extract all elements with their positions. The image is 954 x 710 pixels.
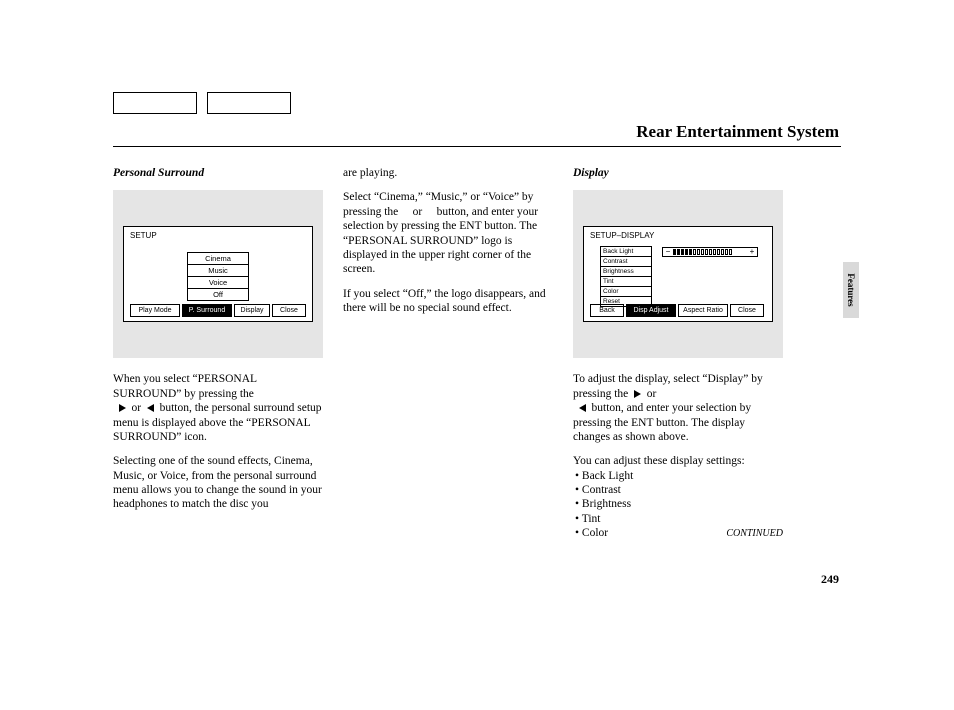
ps-tab: Display: [234, 304, 270, 317]
slider-track: [673, 249, 747, 255]
setting-item: Brightness: [575, 497, 783, 511]
header-box-1: [113, 92, 197, 114]
page-title: Rear Entertainment System: [636, 122, 839, 142]
ps-tab-selected: P. Surround: [182, 304, 232, 317]
disp-tab: Back: [590, 304, 624, 317]
ps-tab-row: Play Mode P. Surround Display Close: [130, 304, 306, 317]
triangle-right-icon: [119, 404, 126, 412]
col2-p3: If you select “Off,” the logo disappears…: [343, 287, 553, 316]
slider-segment: [689, 249, 692, 255]
column-2: are playing. Select “Cinema,” “Music,” o…: [343, 166, 553, 541]
side-tab-label: Features: [846, 273, 856, 306]
col2-p1: are playing.: [343, 166, 553, 180]
screen-label: SETUP–DISPLAY: [590, 231, 654, 241]
column-3: Display SETUP–DISPLAY Back Light Contras…: [573, 166, 783, 541]
title-rule: [113, 146, 841, 147]
page-number: 249: [821, 572, 839, 587]
col3-p2: You can adjust these display settings:: [573, 454, 783, 468]
slider: − +: [662, 247, 758, 257]
slider-segment: [721, 249, 724, 255]
disp-tab-selected: Disp Adjust: [626, 304, 676, 317]
slider-segment: [673, 249, 676, 255]
slider-segment: [709, 249, 712, 255]
personal-surround-screen-panel: SETUP Cinema Music Voice Off Play Mode P…: [113, 190, 323, 358]
slider-segment: [725, 249, 728, 255]
setting-item: Contrast: [575, 483, 783, 497]
col3-heading: Display: [573, 166, 783, 180]
ps-menu-item: Off: [187, 288, 249, 301]
col1-heading: Personal Surround: [113, 166, 323, 180]
slider-segment: [705, 249, 708, 255]
personal-surround-screen: SETUP Cinema Music Voice Off Play Mode P…: [123, 226, 313, 322]
display-screen-panel: SETUP–DISPLAY Back Light Contrast Bright…: [573, 190, 783, 358]
disp-tab: Close: [730, 304, 764, 317]
display-screen: SETUP–DISPLAY Back Light Contrast Bright…: [583, 226, 773, 322]
triangle-left-icon: [147, 404, 154, 412]
content-columns: Personal Surround SETUP Cinema Music Voi…: [113, 166, 853, 541]
col2-p2: Select “Cinema,” “Music,” or “Voice” by …: [343, 190, 553, 276]
slider-segment: [677, 249, 680, 255]
header-box-2: [207, 92, 291, 114]
slider-plus: +: [747, 247, 757, 257]
disp-tab-row: Back Disp Adjust Aspect Ratio Close: [590, 304, 766, 317]
slider-minus: −: [663, 247, 673, 257]
setting-item: Tint: [575, 512, 783, 526]
slider-segment: [697, 249, 700, 255]
col3-p1: To adjust the display, select “Display” …: [573, 372, 783, 444]
slider-segment: [717, 249, 720, 255]
screen-label: SETUP: [130, 231, 157, 241]
side-tab: Features: [843, 262, 859, 318]
display-list: Back Light Contrast Brightness Tint Colo…: [600, 247, 652, 307]
ps-menu: Cinema Music Voice Off: [187, 253, 249, 301]
col1-p1: When you select “PERSONAL SURROUND” by p…: [113, 372, 323, 444]
disp-tab: Aspect Ratio: [678, 304, 728, 317]
slider-segment: [681, 249, 684, 255]
ps-tab: Close: [272, 304, 306, 317]
column-1: Personal Surround SETUP Cinema Music Voi…: [113, 166, 323, 541]
ps-tab: Play Mode: [130, 304, 180, 317]
triangle-left-icon: [579, 404, 586, 412]
col1-p2: Selecting one of the sound effects, Cine…: [113, 454, 323, 512]
header-boxes: [113, 92, 291, 114]
triangle-right-icon: [634, 390, 641, 398]
setting-item: Back Light: [575, 469, 783, 483]
slider-segment: [701, 249, 704, 255]
continued-label: CONTINUED: [726, 528, 783, 541]
slider-segment: [693, 249, 696, 255]
slider-segment: [713, 249, 716, 255]
slider-segment: [729, 249, 732, 255]
slider-segment: [685, 249, 688, 255]
